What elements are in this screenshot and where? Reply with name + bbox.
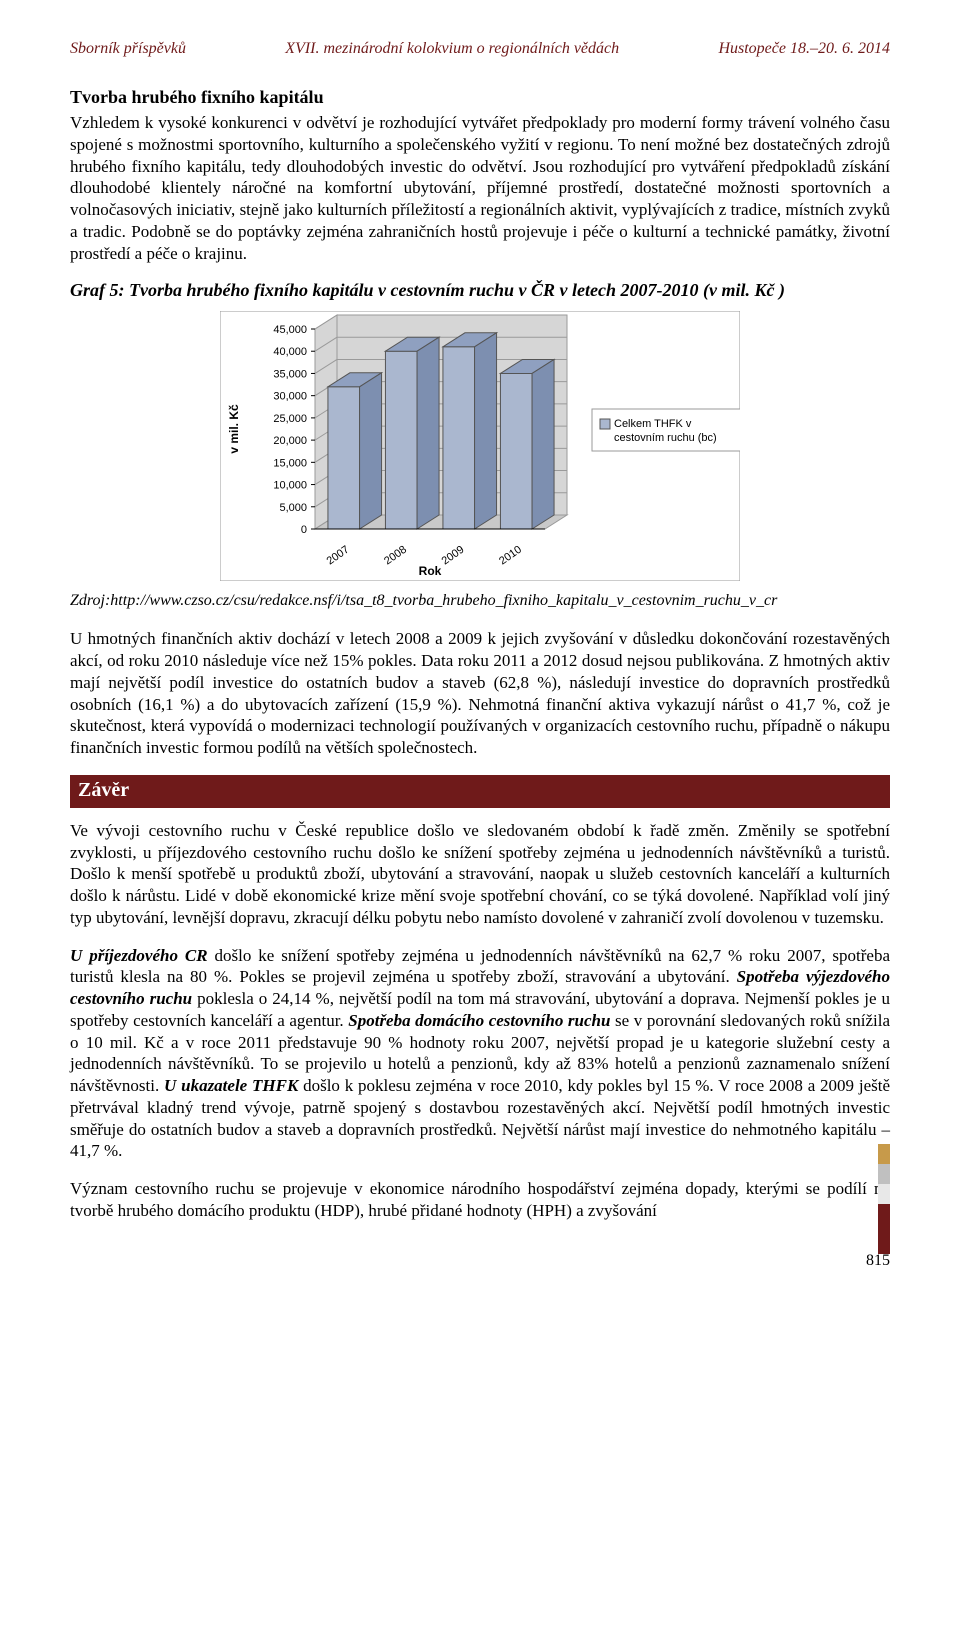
section-title: Tvorba hrubého fixního kapitálu	[70, 87, 890, 108]
side-strip-segment	[878, 1204, 890, 1254]
svg-text:10,000: 10,000	[273, 480, 307, 492]
svg-text:5,000: 5,000	[279, 502, 307, 514]
side-strip-segment	[878, 1144, 890, 1164]
running-header-left: Sborník příspěvků	[70, 40, 186, 58]
body-paragraph: U příjezdového CR došlo ke snížení spotř…	[70, 945, 890, 1163]
chart-title: Graf 5: Tvorba hrubého fixního kapitálu …	[70, 280, 890, 301]
side-strip-segment	[878, 1184, 890, 1204]
svg-text:0: 0	[301, 524, 307, 536]
body-paragraph: U hmotných finančních aktiv dochází v le…	[70, 628, 890, 759]
running-header: Sborník příspěvků XVII. mezinárodní kolo…	[70, 40, 890, 59]
svg-text:15,000: 15,000	[273, 458, 307, 470]
svg-text:45,000: 45,000	[273, 324, 307, 336]
document-page: Sborník příspěvků XVII. mezinárodní kolo…	[0, 0, 960, 1288]
svg-text:v mil. Kč: v mil. Kč	[227, 404, 241, 454]
svg-text:35,000: 35,000	[273, 369, 307, 381]
bar-chart: 0 5,000 10,000 15,000 20,000 25,000 30,000 35,0…	[220, 311, 740, 581]
svg-text:25,000: 25,000	[273, 413, 307, 425]
chart-source: Zdroj:http://www.czso.cz/csu/redakce.nsf…	[70, 592, 890, 610]
svg-text:40,000: 40,000	[273, 346, 307, 358]
page-number: 815	[866, 1252, 890, 1270]
body-paragraph: Ve vývoji cestovního ruchu v České repub…	[70, 820, 890, 929]
page-side-strip	[878, 1144, 890, 1254]
svg-text:20,000: 20,000	[273, 435, 307, 447]
running-header-right: Hustopeče 18.–20. 6. 2014	[718, 40, 890, 58]
chart-container: 0 5,000 10,000 15,000 20,000 25,000 30,000 35,0…	[70, 311, 890, 586]
svg-text:cestovním ruchu (bc): cestovním ruchu (bc)	[614, 432, 717, 444]
section-heading-bar: Závěr	[70, 775, 890, 808]
side-strip-segment	[878, 1164, 890, 1184]
svg-text:Celkem THFK v: Celkem THFK v	[614, 418, 692, 430]
svg-text:Rok: Rok	[419, 564, 442, 578]
body-paragraph: Význam cestovního ruchu se projevuje v e…	[70, 1178, 890, 1222]
running-header-center: XVII. mezinárodní kolokvium o regionální…	[285, 40, 619, 58]
body-paragraph: Vzhledem k vysoké konkurenci v odvětví j…	[70, 112, 890, 264]
svg-text:30,000: 30,000	[273, 391, 307, 403]
